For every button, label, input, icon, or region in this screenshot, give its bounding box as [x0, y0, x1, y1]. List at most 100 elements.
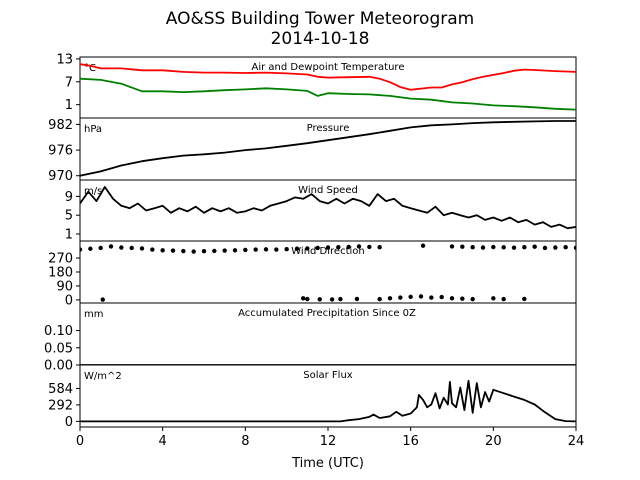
data-point [367, 244, 372, 250]
panel-title: Wind Speed [298, 185, 358, 196]
y-tick-label: 0.10 [44, 324, 73, 339]
data-point [346, 244, 351, 250]
data-point [88, 246, 93, 251]
panel-2: 982 976 970 hPa Pressure [48, 117, 577, 184]
data-point [470, 296, 475, 302]
data-point [460, 296, 465, 301]
data-point [191, 249, 196, 254]
data-point [573, 245, 576, 251]
series-line-2 [80, 77, 576, 111]
y-tick-label: 180 [48, 266, 73, 281]
data-point [294, 246, 300, 251]
panel-3: 9 5 1 m/s Wind Speed [65, 179, 577, 242]
y-tick-label: 9 [65, 190, 73, 205]
data-point [449, 244, 455, 249]
data-point [501, 245, 506, 250]
data-point [377, 296, 382, 302]
data-point [449, 296, 455, 301]
data-point [338, 296, 343, 302]
series-points [80, 243, 576, 302]
data-point [491, 244, 496, 250]
data-point [284, 247, 289, 252]
data-point [420, 243, 426, 248]
data-point [532, 244, 537, 249]
data-point [439, 294, 444, 300]
data-point [336, 245, 341, 250]
x-tick-label: 16 [402, 434, 419, 449]
data-point [325, 245, 331, 250]
y-tick-label: 7 [65, 75, 73, 90]
y-tick-label: 270 [48, 252, 73, 267]
panel-title: Pressure [307, 123, 350, 134]
data-point [329, 297, 335, 302]
data-point [263, 247, 269, 252]
x-axis-label: Time (UTC) [291, 456, 364, 471]
data-point [212, 248, 217, 254]
unit-label: hPa [84, 124, 102, 135]
y-tick-label: 0.05 [44, 341, 73, 356]
y-tick-label: 584 [48, 382, 73, 397]
data-point [317, 297, 322, 302]
y-tick-label: 1 [65, 98, 73, 113]
data-point [305, 246, 310, 251]
data-point [222, 248, 227, 253]
data-point [501, 296, 506, 302]
unit-label: W/m^2 [84, 371, 122, 382]
data-point [563, 245, 568, 250]
data-point [377, 245, 382, 250]
x-tick-label: 12 [320, 434, 337, 449]
y-tick-label: 0 [65, 293, 73, 308]
data-point [80, 247, 83, 252]
x-axis: 0 4 8 12 16 20 24 [76, 427, 584, 449]
data-point [511, 245, 517, 250]
data-point [100, 297, 105, 302]
panel-title: Accumulated Precipitation Since 0Z [238, 308, 416, 319]
data-point [408, 294, 413, 299]
series-line-1 [80, 120, 576, 177]
x-tick-label: 0 [76, 434, 84, 449]
y-tick-label: 970 [48, 169, 73, 184]
data-point [315, 245, 320, 251]
data-point [305, 296, 310, 302]
x-tick-label: 4 [159, 434, 167, 449]
data-point [480, 245, 486, 250]
y-tick-label: 0 [65, 415, 73, 430]
y-tick-label: 1 [65, 227, 73, 242]
unit-label: °C [84, 63, 96, 74]
data-point [429, 295, 434, 300]
data-point [522, 245, 527, 250]
panel-title: Air and Dewpoint Temperature [252, 62, 405, 73]
data-point [181, 248, 186, 254]
data-point [460, 244, 465, 249]
chart-subtitle-date: 2014-10-18 [271, 29, 370, 49]
x-tick-label: 20 [485, 434, 502, 449]
data-point [232, 248, 238, 253]
data-point [491, 296, 496, 301]
data-point [243, 247, 248, 253]
series-line-1 [80, 63, 576, 91]
data-point [356, 244, 362, 249]
data-point [108, 244, 114, 249]
unit-label: m/s [84, 186, 102, 197]
series-line-1 [80, 379, 576, 423]
y-tick-label: 0.00 [44, 359, 73, 374]
panel-title: Solar Flux [303, 370, 353, 381]
data-point [398, 295, 403, 300]
chart-title: AO&SS Building Tower Meteorogram [166, 9, 474, 29]
panels: 13 7 1 °C Air and Dewpoint Temperature 982 976… [44, 52, 577, 430]
data-point [470, 245, 475, 250]
data-point [139, 246, 145, 251]
data-point [119, 245, 124, 250]
data-point [150, 247, 155, 252]
data-point [201, 249, 207, 254]
data-point [301, 296, 306, 301]
y-tick-label: 982 [48, 118, 73, 133]
data-point [274, 247, 279, 252]
panel-1: 13 7 1 °C Air and Dewpoint Temperature [56, 52, 577, 119]
y-tick-label: 13 [56, 52, 73, 67]
data-point [253, 247, 258, 252]
panel-5: 0.10 0.05 0.00 mm Accumulated Precipitation … [44, 302, 577, 374]
